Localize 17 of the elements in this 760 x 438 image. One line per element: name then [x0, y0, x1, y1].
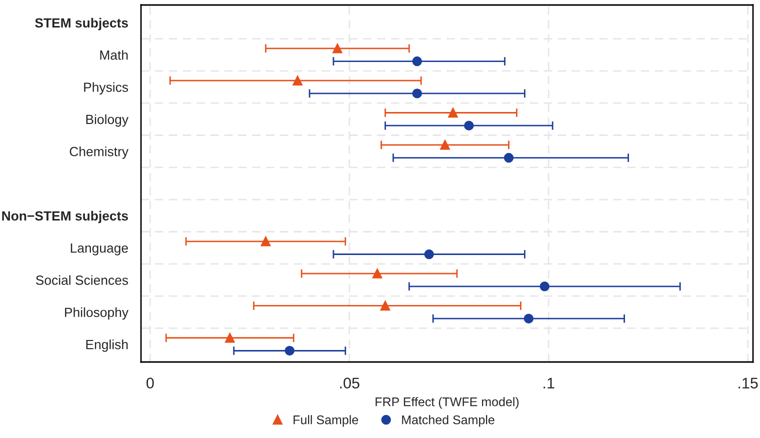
- y-tick-label: Math: [100, 50, 128, 60]
- y-tick-label: Language: [70, 244, 128, 256]
- x-tick-label: .1: [544, 378, 554, 388]
- y-tick-label: Physics: [84, 82, 128, 95]
- x-tick-label: .05: [340, 378, 360, 388]
- legend-label: Full Sample: [294, 415, 358, 427]
- legend-label: Matched Sample: [402, 415, 494, 427]
- y-tick-label: Philosophy: [65, 307, 128, 320]
- y-tick-label: STEM subjects: [35, 18, 128, 30]
- x-tick-label: 0: [146, 378, 154, 388]
- y-tick-label: Chemistry: [70, 146, 128, 159]
- x-tick-label: .15: [738, 378, 758, 388]
- y-tick-label: Social Sciences: [36, 275, 128, 285]
- y-tick-label: Biology: [86, 114, 128, 127]
- y-tick-label: Non−STEM subjects: [2, 210, 128, 224]
- x-axis-title: FRP Effect (TWFE model): [376, 397, 519, 409]
- y-tick-label: English: [86, 340, 128, 352]
